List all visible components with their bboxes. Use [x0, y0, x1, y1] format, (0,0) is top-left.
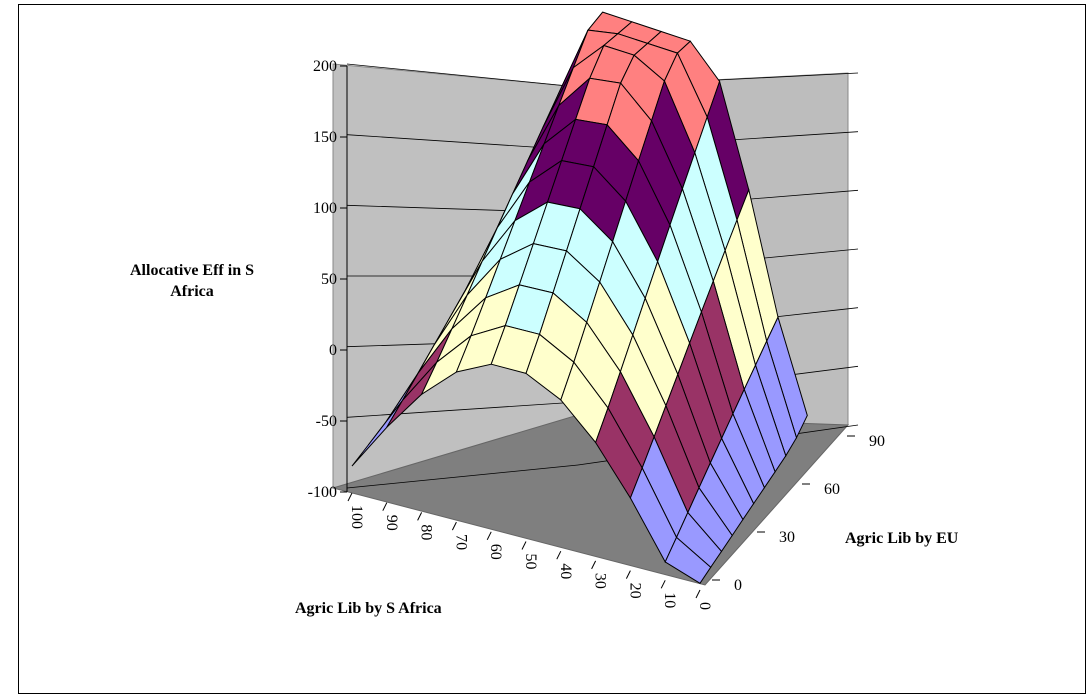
x-tick-label: 30 [592, 573, 609, 589]
z-tick-label: 200 [313, 58, 337, 75]
x-tick-mark [556, 550, 562, 560]
x-tick-mark [591, 560, 597, 570]
x-tick-mark [521, 541, 527, 550]
x-tick-label: 90 [383, 515, 400, 531]
y-axis-ticks: 0 30 60 90 [712, 433, 885, 594]
x-tick-label: 50 [522, 554, 539, 570]
z-tick-label: 0 [329, 342, 337, 359]
x-axis-title: Agric Lib by S Africa [295, 600, 442, 617]
x-tick-mark [451, 521, 457, 531]
x-tick-mark [417, 512, 423, 521]
x-tick-label: 20 [626, 583, 643, 599]
z-axis-ticks: -100 -50 0 50 100 150 200 [308, 58, 347, 501]
x-tick-label: 100 [348, 505, 365, 529]
z-axis-title: Allocative Eff in S Africa [130, 262, 254, 300]
y-tick-label: 60 [824, 481, 840, 498]
x-tick-label: 40 [557, 563, 574, 579]
y-tick-label: 90 [869, 433, 885, 450]
x-tick-mark [347, 492, 353, 502]
x-tick-label: 80 [418, 524, 435, 540]
x-tick-label: 10 [661, 592, 678, 608]
y-tick-label: 30 [779, 529, 795, 546]
wall-gridline [346, 464, 579, 489]
z-tick-label: 50 [321, 271, 337, 288]
wall-gridline [346, 401, 579, 418]
z-tick-label: 150 [313, 129, 337, 146]
x-tick-mark [660, 580, 666, 589]
x-tick-label: 70 [452, 534, 469, 550]
z-tick-label: 100 [313, 200, 337, 217]
surface-mesh [351, 11, 808, 584]
wall-gridline [346, 63, 579, 88]
x-tick-mark [382, 502, 388, 511]
x-tick-label: 0 [696, 602, 713, 610]
x-tick-mark [486, 531, 492, 541]
z-tick-label: -50 [316, 413, 337, 430]
y-tick-label: 0 [734, 577, 742, 594]
x-tick-label: 60 [487, 544, 504, 560]
z-tick-label: -100 [308, 484, 337, 501]
y-axis-title: Agric Lib by EU [845, 530, 959, 547]
x-tick-mark [695, 589, 701, 599]
surface-cell [664, 536, 712, 584]
x-tick-mark [625, 570, 631, 579]
